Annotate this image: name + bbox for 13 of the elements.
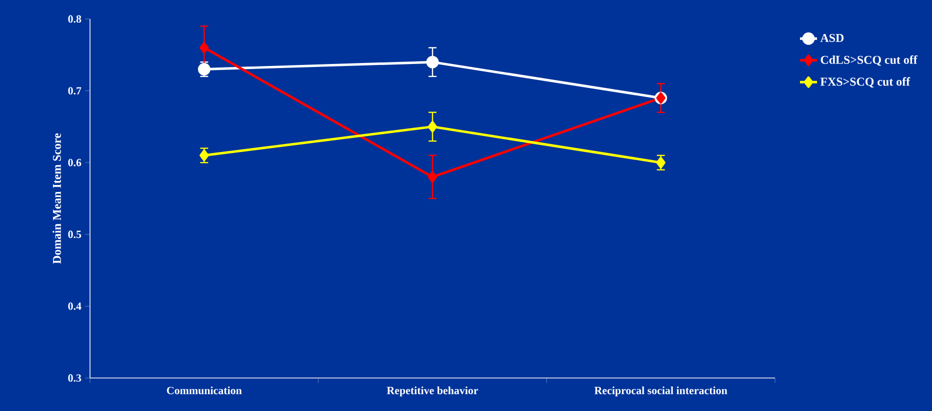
legend-label: FXS>SCQ cut off [820,77,910,88]
y-tick-label: 0.8 [68,15,82,23]
y-tick-label: 0.3 [68,374,82,382]
x-tick-label: Reciprocal social interaction [594,386,728,396]
y-tick-label: 0.5 [68,230,82,238]
y-tick-label: 0.4 [68,302,82,310]
y-tick-label: 0.7 [68,87,82,95]
x-tick-label: Communication [166,386,242,394]
x-tick-label: Repetitive behavior [386,386,478,396]
y-axis-title: Domain Mean Item Score [52,133,61,264]
legend-label: ASD [820,34,844,42]
y-tick-label: 0.6 [68,158,82,166]
legend-label: CdLS>SCQ cut off [820,55,918,66]
